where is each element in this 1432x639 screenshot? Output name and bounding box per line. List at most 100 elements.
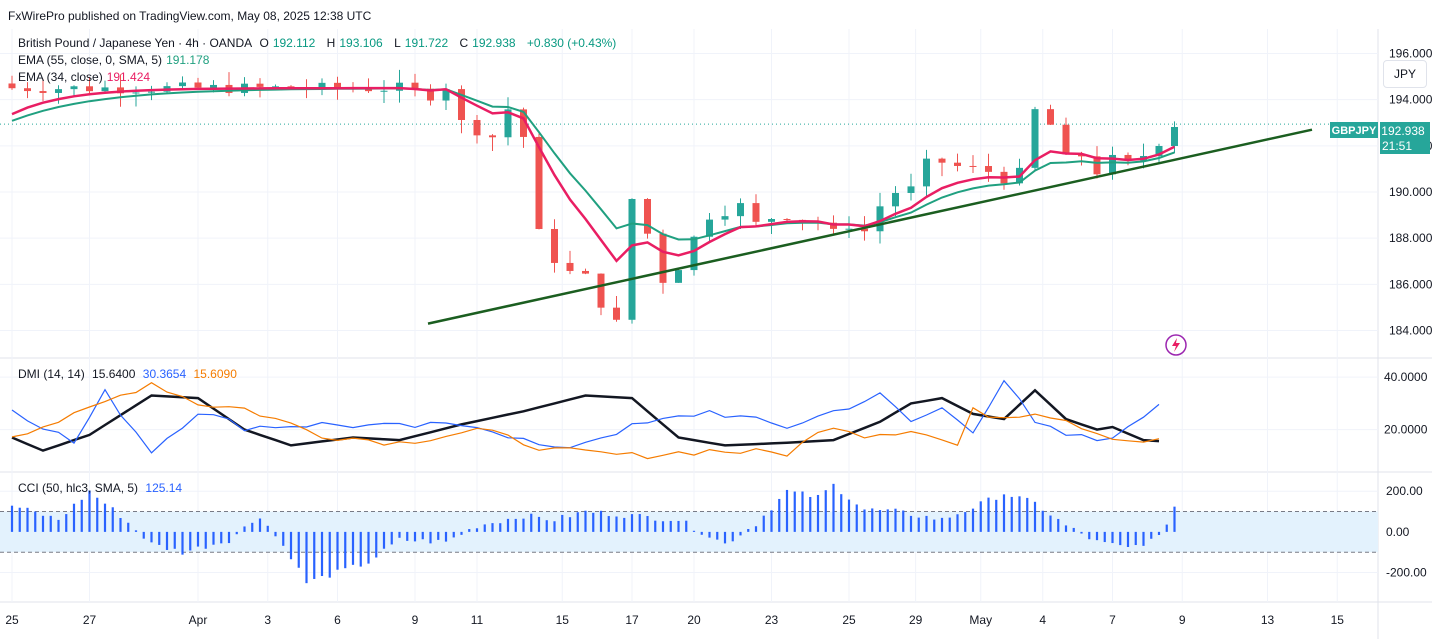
candle-body	[70, 86, 78, 90]
ema34-legend[interactable]: EMA (34, close) 191.424	[18, 70, 154, 84]
candle-body	[706, 219, 713, 237]
candle-body	[101, 87, 109, 92]
candle-body	[876, 206, 884, 232]
candle-body	[907, 186, 915, 193]
candle-body	[334, 82, 341, 89]
time-tick-label: 25	[842, 613, 856, 627]
dmi-tick-label: 20.0000	[1384, 423, 1428, 437]
ema34-line	[11, 86, 1176, 263]
candle-body	[1078, 154, 1085, 157]
dmi-tick-label: 40.0000	[1384, 370, 1428, 384]
time-tick-label: 9	[1179, 613, 1186, 627]
close-value: 192.938	[472, 36, 516, 50]
symbol-title: British Pound / Japanese Yen · 4h · OAND…	[18, 36, 253, 50]
low-group: L 191.722	[394, 36, 452, 50]
candle-body	[690, 236, 698, 271]
candle-body	[597, 273, 605, 308]
candle-body	[318, 82, 326, 90]
time-tick-label: 9	[412, 613, 419, 627]
candle-body	[582, 270, 589, 274]
time-tick-label: 23	[765, 613, 779, 627]
high-group: H 193.106	[327, 36, 387, 50]
candle-body	[504, 109, 512, 138]
candle-body	[520, 109, 527, 137]
cci-value: 125.14	[145, 481, 183, 495]
candle-body	[644, 198, 651, 234]
candle-body	[1155, 145, 1163, 157]
change-value: +0.830 (+0.43%)	[526, 36, 617, 50]
candle-body	[210, 84, 217, 88]
chart-canvas[interactable]: 196.000194.000192.000190.000188.000186.0…	[0, 29, 1432, 639]
time-tick-label: 15	[556, 613, 570, 627]
ema55-line	[11, 87, 1175, 241]
cci-legend[interactable]: CCI (50, hlc3, SMA, 5) 125.14	[18, 481, 186, 495]
candle-body	[256, 83, 264, 87]
candle-body	[954, 162, 961, 166]
dmi-adx-value: 15.6400	[92, 367, 136, 381]
candle-body	[845, 228, 853, 230]
close-group: C 192.938	[460, 36, 520, 50]
candle-body	[473, 119, 481, 136]
price-tick-label: 186.000	[1389, 277, 1432, 291]
dmi-legend[interactable]: DMI (14, 14) 15.6400 30.3654 15.6090	[18, 367, 241, 381]
open-group: O 192.112	[259, 36, 319, 50]
time-tick-label: 13	[1261, 613, 1275, 627]
candle-body	[179, 82, 186, 87]
chart-frame[interactable]: 196.000194.000192.000190.000188.000186.0…	[0, 29, 1432, 639]
candle-body	[628, 198, 636, 320]
trendline	[427, 128, 1313, 325]
countdown-text: 21:51	[1382, 139, 1412, 153]
candle-body	[1124, 154, 1132, 161]
candle-body	[659, 233, 667, 283]
time-tick-label: Apr	[189, 613, 208, 627]
time-tick-label: 15	[1331, 613, 1345, 627]
candle-body	[892, 192, 899, 207]
time-tick-label: 27	[83, 613, 97, 627]
price-tick-label: 190.000	[1389, 185, 1432, 199]
candle-body	[1093, 156, 1101, 175]
open-label: O	[259, 36, 269, 50]
cci-tick-label: 200.00	[1386, 484, 1423, 498]
candle-body	[24, 88, 31, 92]
cci-tick-label: 0.00	[1386, 525, 1410, 539]
dmi-plus-value: 30.3654	[142, 367, 187, 381]
price-tick-label: 184.000	[1389, 324, 1432, 338]
candle-body	[768, 219, 775, 222]
price-marks	[0, 69, 1378, 325]
dmi-minus-value: 15.6090	[193, 367, 237, 381]
dmi-label: DMI (14, 14)	[18, 367, 85, 381]
candle-body	[489, 135, 496, 138]
ema34-label: EMA (34, close)	[18, 70, 103, 84]
lightning-icon[interactable]	[1165, 334, 1187, 356]
time-tick-label: 29	[909, 613, 923, 627]
candle-body	[923, 158, 930, 187]
high-label: H	[326, 36, 336, 50]
di-minus-line	[11, 381, 1160, 460]
time-tick-label: 20	[687, 613, 701, 627]
price-badge: GBPJPY 192.938 21:51	[1330, 122, 1430, 154]
time-tick-label: 6	[334, 613, 341, 627]
low-label: L	[394, 36, 401, 50]
time-tick-label: 11	[471, 613, 484, 627]
symbol-badge-text: GBPJPY	[1332, 125, 1377, 137]
candle-body	[411, 82, 419, 89]
candle-body	[1047, 109, 1054, 125]
ema55-value: 191.178	[166, 53, 210, 67]
price-tick-label: 194.000	[1389, 93, 1432, 107]
cci-marks	[0, 483, 1378, 584]
candle-body	[783, 219, 791, 221]
candle-body	[148, 91, 155, 93]
high-value: 193.106	[339, 36, 383, 50]
open-value: 192.112	[272, 36, 316, 50]
last-price-text: 192.938	[1381, 124, 1425, 138]
time-tick-label: 25	[5, 613, 19, 627]
currency-button[interactable]: JPY	[1383, 60, 1427, 88]
close-label: C	[459, 36, 469, 50]
price-tick-label: 196.000	[1389, 46, 1432, 60]
price-axis: 196.000194.000192.000190.000188.000186.0…	[1384, 46, 1432, 579]
symbol-badge	[1330, 122, 1378, 138]
cci-tick-label: -200.00	[1386, 566, 1427, 580]
time-axis: 25 27 Apr 3 6 9 11 15 17 20 23 25 29 May 4 7 9 13 15	[5, 613, 1344, 627]
ema55-legend[interactable]: EMA (55, close, 0, SMA, 5) 191.178	[18, 53, 213, 67]
ema55-label: EMA (55, close, 0, SMA, 5)	[18, 53, 163, 67]
